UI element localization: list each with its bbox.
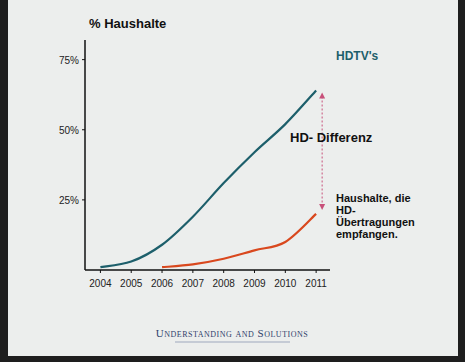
x-tick-label: 2007 [182, 278, 205, 289]
series-line [100, 90, 316, 267]
y-tick [82, 129, 85, 130]
label-line: Übertragungen [336, 216, 415, 228]
series-label: Haushalte, dieHD-Übertragungenempfangen. [336, 192, 415, 240]
backdrop [0, 0, 465, 362]
y-axis [84, 40, 86, 270]
annotation: HD- Differenz [290, 130, 373, 145]
x-tick [131, 270, 132, 273]
x-tick-label: 2009 [243, 278, 266, 289]
x-tick [162, 270, 163, 273]
x-tick [285, 270, 286, 273]
x-tick-label: 2008 [213, 278, 236, 289]
series-label: HDTV's [336, 49, 379, 63]
x-tick [254, 270, 255, 273]
label-line: Haushalte, die [336, 192, 411, 204]
y-tick [82, 199, 85, 200]
difference-arrow [322, 96, 323, 205]
x-axis [85, 269, 330, 271]
label-line: HD- [336, 204, 356, 216]
y-tick-label: 75% [59, 55, 79, 66]
x-tick-label: 2004 [89, 278, 112, 289]
slide [8, 0, 458, 356]
x-tick-label: 2006 [151, 278, 174, 289]
y-axis-label: % Haushalte [89, 16, 166, 31]
x-tick-label: 2005 [120, 278, 143, 289]
arrow-head [319, 204, 325, 210]
arrow-head [319, 92, 325, 98]
footer-rule [175, 342, 290, 343]
y-tick-label: 25% [59, 195, 79, 206]
x-tick-label: 2010 [274, 278, 297, 289]
footer-logo: Understanding and Solutions [156, 327, 308, 339]
label-line: HDTV's [336, 49, 379, 63]
series-line [162, 214, 316, 267]
label-line: empfangen. [336, 228, 398, 240]
x-tick [192, 270, 193, 273]
x-tick [316, 270, 317, 273]
x-tick-label: 2011 [305, 278, 327, 289]
y-tick [82, 59, 85, 60]
y-tick-label: 50% [59, 125, 79, 136]
x-tick [223, 270, 224, 273]
x-tick [100, 270, 101, 273]
plot-area [100, 90, 316, 267]
